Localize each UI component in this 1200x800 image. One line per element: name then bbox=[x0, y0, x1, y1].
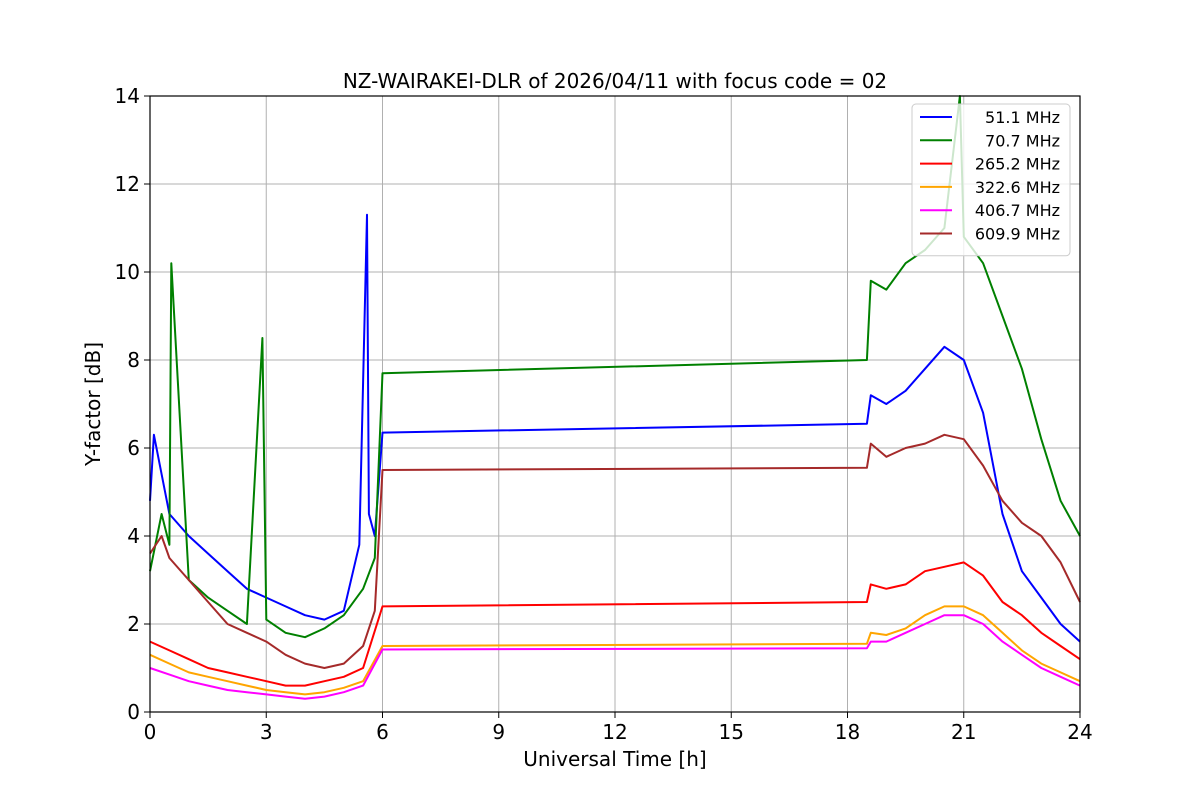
legend-label: 609.9 MHz bbox=[975, 225, 1060, 244]
x-tick-label: 24 bbox=[1067, 720, 1092, 744]
x-tick-label: 21 bbox=[951, 720, 976, 744]
x-tick-label: 12 bbox=[602, 720, 627, 744]
y-tick-label: 0 bbox=[127, 700, 140, 724]
x-tick-label: 15 bbox=[719, 720, 744, 744]
legend-label: 322.6 MHz bbox=[975, 178, 1060, 197]
legend-label: 51.1 MHz bbox=[985, 108, 1060, 127]
series-line-2 bbox=[149, 561, 1081, 687]
legend-label: 70.7 MHz bbox=[985, 131, 1060, 150]
series-line-1 bbox=[149, 95, 1081, 639]
legend-box bbox=[911, 103, 1071, 257]
legend: 51.1 MHz 70.7 MHz 265.2 MHz 322.6 MHz 406.7 … bbox=[911, 103, 1071, 257]
y-tick-label: 4 bbox=[127, 524, 140, 548]
y-tick-label: 6 bbox=[127, 436, 140, 460]
series-line-4 bbox=[149, 614, 1081, 700]
y-axis-label: Y-factor [dB] bbox=[81, 342, 105, 467]
y-tick-label: 10 bbox=[115, 260, 140, 284]
x-axis-label: Universal Time [h] bbox=[523, 747, 706, 771]
x-tick-label: 9 bbox=[492, 720, 505, 744]
legend-label: 406.7 MHz bbox=[975, 201, 1060, 220]
series-line-5 bbox=[149, 433, 1081, 669]
series-line-3 bbox=[149, 605, 1081, 696]
x-tick-label: 3 bbox=[260, 720, 273, 744]
y-tick-label: 14 bbox=[115, 84, 140, 108]
chart-title: NZ-WAIRAKEI-DLR of 2026/04/11 with focus… bbox=[343, 69, 887, 93]
y-tick-label: 12 bbox=[115, 172, 140, 196]
y-tick-label: 8 bbox=[127, 348, 140, 372]
x-tick-label: 6 bbox=[376, 720, 389, 744]
series-lines bbox=[149, 95, 1081, 700]
legend-label: 265.2 MHz bbox=[975, 155, 1060, 174]
series-line-0 bbox=[149, 213, 1081, 643]
x-tick-label: 18 bbox=[835, 720, 860, 744]
y-tick-label: 2 bbox=[127, 612, 140, 636]
x-tick-label: 0 bbox=[144, 720, 157, 744]
